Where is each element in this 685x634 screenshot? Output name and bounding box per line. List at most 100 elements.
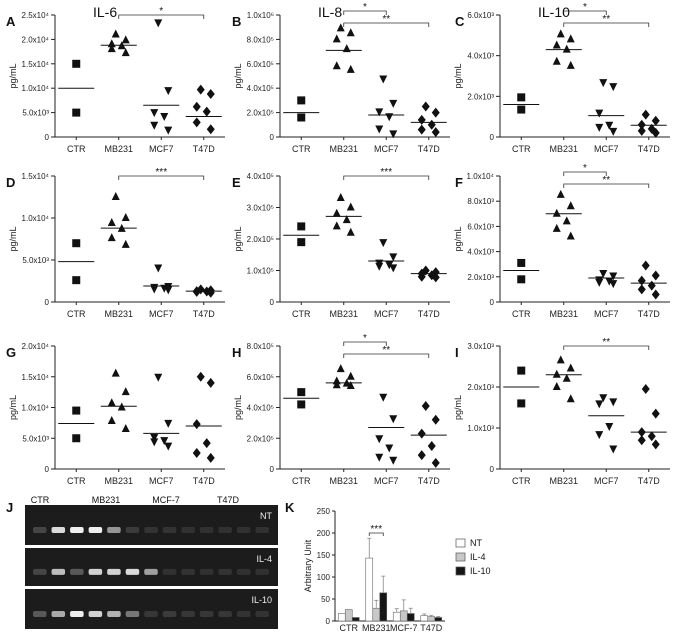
data-point xyxy=(641,260,650,271)
gel-band xyxy=(255,611,269,617)
data-point xyxy=(346,380,355,389)
data-point xyxy=(651,439,660,450)
data-point xyxy=(427,119,436,130)
data-point xyxy=(552,208,561,217)
legend-swatch xyxy=(455,552,466,562)
y-tick-label: 0 xyxy=(45,465,50,474)
x-tick-label: MB231 xyxy=(104,476,133,486)
bar xyxy=(379,592,388,622)
x-tick-label: MCF7 xyxy=(149,144,174,154)
data-point xyxy=(431,272,440,283)
significance-bracket xyxy=(563,10,607,15)
gel-strip-1: IL-4 xyxy=(25,548,278,586)
significance-bracket xyxy=(343,341,387,346)
panel-letter: B xyxy=(232,14,241,29)
data-point xyxy=(150,121,159,130)
y-tick-label: 3.0x10⁵ xyxy=(247,204,274,213)
significance-bracket xyxy=(118,175,205,180)
data-point xyxy=(599,79,608,88)
gel-band xyxy=(88,611,103,617)
x-tick-label: CTR xyxy=(292,309,311,319)
data-point xyxy=(336,193,345,202)
x-tick-label: MCF7 xyxy=(594,476,619,486)
gel-band xyxy=(33,568,47,575)
significance-bracket xyxy=(368,532,384,536)
x-tick-label: CTR xyxy=(512,476,531,486)
data-point xyxy=(552,369,561,378)
data-point xyxy=(107,44,116,53)
y-tick-label: 0 xyxy=(490,133,495,142)
significance-bracket xyxy=(343,10,387,15)
data-point xyxy=(332,380,341,389)
gel-band xyxy=(51,611,66,617)
panel-letter: I xyxy=(455,345,459,360)
gel-band xyxy=(125,568,140,575)
gel-band xyxy=(218,611,232,617)
gel-band xyxy=(236,527,251,533)
data-point xyxy=(651,115,660,126)
bar xyxy=(365,557,374,622)
data-point xyxy=(595,431,604,440)
x-tick-label: MCF7 xyxy=(149,309,174,319)
x-tick-label: T47D xyxy=(638,309,661,319)
y-tick-label: 0 xyxy=(490,465,495,474)
gel-band xyxy=(181,527,195,533)
y-tick-label: 2.0x10⁵ xyxy=(247,109,274,118)
gel-band xyxy=(218,568,232,575)
data-point xyxy=(552,382,561,390)
data-point xyxy=(566,394,575,403)
data-point xyxy=(385,261,394,270)
data-point xyxy=(202,106,211,117)
data-point xyxy=(160,437,169,446)
y-tick-label: 0 xyxy=(270,298,275,307)
data-point xyxy=(385,113,394,122)
y-tick-label: 5.0x10³ xyxy=(22,109,49,118)
data-point xyxy=(609,83,618,92)
gel-band xyxy=(125,611,140,617)
x-tick-label: CTR xyxy=(292,144,311,154)
x-tick-label: MCF7 xyxy=(149,476,174,486)
x-tick-label: CTR xyxy=(512,309,531,319)
y-tick-label: 4.0x10³ xyxy=(467,52,494,61)
data-point xyxy=(121,387,130,396)
data-point xyxy=(121,35,130,44)
panel-E: 0 1.0x10⁵ 2.0x10⁵ 3.0x10⁵ 4.0x10⁵ pg/mL CTR MB2… xyxy=(232,167,450,319)
data-point xyxy=(164,126,173,135)
data-point xyxy=(605,121,614,130)
panel-F: 0 2.0x10³ 4.0x10³ 6.0x10³ 8.0x10³ 1.0x10⁴ pg/m… xyxy=(453,163,670,319)
significance-label: * xyxy=(363,2,367,13)
gel-band xyxy=(236,568,251,575)
data-point xyxy=(595,278,604,287)
y-tick-label: 4.0x10³ xyxy=(467,248,494,257)
gel-band xyxy=(181,568,195,575)
y-tick-label: 1.5x10⁴ xyxy=(22,172,50,181)
y-tick-label: 6.0x10³ xyxy=(467,11,494,20)
significance-bracket xyxy=(563,171,607,176)
x-tick-label: MB231 xyxy=(549,144,578,154)
data-point xyxy=(389,253,398,262)
y-tick-label: 0 xyxy=(326,617,331,626)
panel-letter: A xyxy=(6,14,16,29)
y-tick-label: 1.0x10⁴ xyxy=(22,84,50,93)
y-tick-label: 200 xyxy=(317,529,331,538)
data-point xyxy=(556,29,565,38)
gel-band xyxy=(218,527,232,533)
data-point xyxy=(427,440,436,451)
data-point xyxy=(192,101,201,112)
gel-lane-label: MCF-7 xyxy=(152,495,180,505)
data-point xyxy=(375,125,384,134)
gel-lane-label: MB231 xyxy=(92,495,121,505)
x-tick-label: MCF7 xyxy=(594,144,619,154)
data-point xyxy=(297,222,306,231)
data-point xyxy=(431,127,440,138)
x-tick-label: CTR xyxy=(67,144,86,154)
panel-letter: G xyxy=(6,345,16,360)
significance-bracket xyxy=(343,353,430,358)
data-point xyxy=(206,287,215,298)
data-point xyxy=(342,44,351,53)
data-point xyxy=(566,34,575,43)
data-point xyxy=(609,445,618,454)
panel-K: K 0 50 100 150 200 250 Arbitrary Unit CTR MB231 MC… xyxy=(285,500,491,633)
significance-label: *** xyxy=(370,524,382,535)
data-point xyxy=(332,221,341,230)
